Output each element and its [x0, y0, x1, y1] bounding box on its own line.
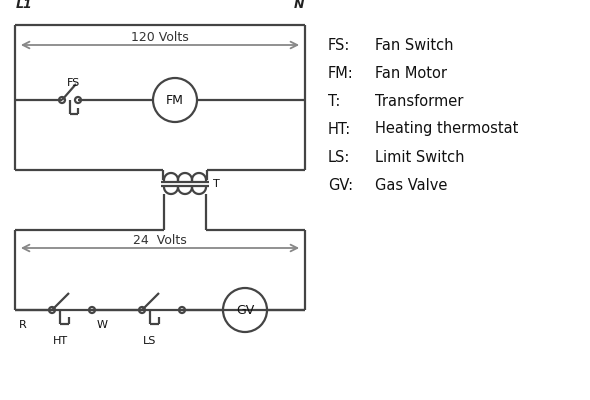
Text: HT:: HT:	[328, 122, 351, 136]
Text: Gas Valve: Gas Valve	[375, 178, 447, 192]
Text: T: T	[213, 179, 219, 189]
Text: LS: LS	[143, 336, 157, 346]
Text: W: W	[97, 320, 108, 330]
Text: GV:: GV:	[328, 178, 353, 192]
Text: 120 Volts: 120 Volts	[131, 31, 189, 44]
Text: R: R	[19, 320, 27, 330]
Text: FM: FM	[166, 94, 184, 106]
Text: Heating thermostat: Heating thermostat	[375, 122, 519, 136]
Text: Limit Switch: Limit Switch	[375, 150, 464, 164]
Text: FS: FS	[67, 78, 80, 88]
Text: LS:: LS:	[328, 150, 350, 164]
Text: Fan Switch: Fan Switch	[375, 38, 454, 52]
Text: Fan Motor: Fan Motor	[375, 66, 447, 80]
Text: N: N	[293, 0, 304, 11]
Text: T:: T:	[328, 94, 340, 108]
Text: GV: GV	[236, 304, 254, 316]
Text: L1: L1	[16, 0, 33, 11]
Text: 24  Volts: 24 Volts	[133, 234, 187, 247]
Text: FS:: FS:	[328, 38, 350, 52]
Text: HT: HT	[53, 336, 68, 346]
Text: FM:: FM:	[328, 66, 354, 80]
Text: Transformer: Transformer	[375, 94, 463, 108]
